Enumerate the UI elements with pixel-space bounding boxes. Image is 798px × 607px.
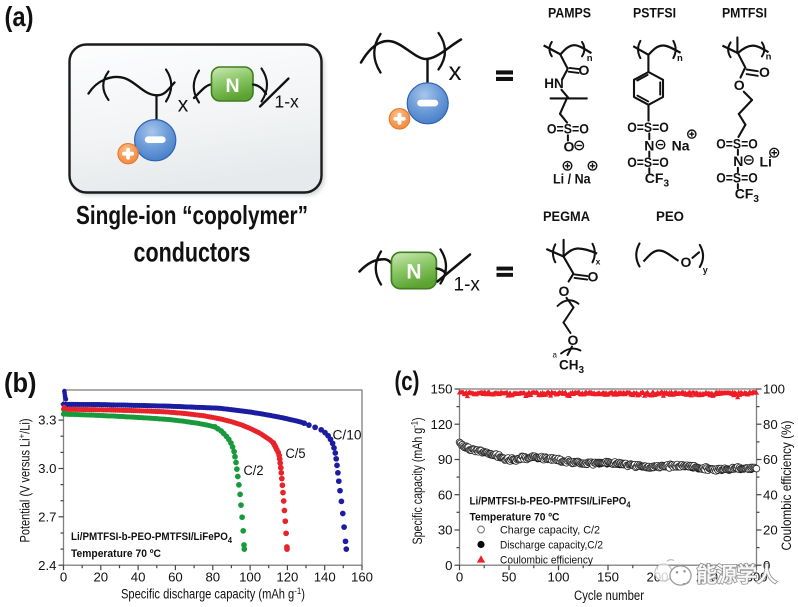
svg-text:Specific capacity (mAh g-1): Specific capacity (mAh g-1) [410, 418, 426, 545]
svg-text:250: 250 [696, 570, 718, 585]
svg-text:C/5: C/5 [286, 446, 306, 462]
svg-text:120: 120 [430, 417, 452, 432]
svg-text:2.4: 2.4 [38, 558, 56, 573]
svg-text:50: 50 [502, 570, 517, 585]
svg-text:300: 300 [745, 570, 767, 585]
svg-text:100: 100 [763, 382, 785, 397]
svg-text:O=S=O: O=S=O [627, 154, 669, 170]
svg-text:Coulombic efficiency: Coulombic efficiency [500, 555, 593, 567]
svg-text:Specific discharge capacity (m: Specific discharge capacity (mAh g-1) [121, 586, 305, 602]
svg-text:HN: HN [544, 76, 564, 91]
svg-text:0: 0 [763, 558, 770, 573]
svg-text:C/2: C/2 [244, 463, 264, 479]
svg-text:0: 0 [445, 558, 452, 573]
svg-text:Li: Li [759, 153, 771, 169]
svg-text:Charge capacity, C/2: Charge capacity, C/2 [500, 525, 600, 537]
svg-text:n: n [677, 53, 683, 64]
svg-text:3.3: 3.3 [38, 413, 56, 428]
svg-text:O: O [579, 62, 590, 78]
svg-text:120: 120 [276, 570, 298, 585]
svg-text:N: N [225, 75, 239, 97]
svg-text:n: n [766, 52, 772, 63]
svg-text:150: 150 [597, 570, 619, 585]
svg-text:PEGMA: PEGMA [543, 209, 590, 224]
svg-text:O=S=O: O=S=O [716, 135, 758, 151]
svg-text:O=S=O: O=S=O [627, 119, 669, 135]
svg-text:20: 20 [93, 570, 108, 585]
svg-text:PMTFSI: PMTFSI [722, 6, 767, 21]
svg-text:150: 150 [430, 382, 452, 397]
svg-text:40: 40 [131, 570, 146, 585]
svg-text:CH3: CH3 [559, 358, 585, 377]
svg-text:O: O [564, 138, 575, 154]
svg-text:Temperature 70 ºC: Temperature 70 ºC [470, 512, 560, 524]
svg-text:O: O [759, 64, 770, 80]
svg-text:60: 60 [763, 452, 778, 467]
svg-text:CF3: CF3 [645, 170, 670, 190]
svg-text:160: 160 [351, 570, 373, 585]
svg-text:Cycle number: Cycle number [574, 588, 644, 603]
svg-text:80: 80 [205, 570, 220, 585]
svg-text:a: a [553, 351, 558, 360]
svg-text:140: 140 [314, 570, 336, 585]
svg-text:90: 90 [438, 452, 453, 467]
svg-text:60: 60 [438, 487, 453, 502]
svg-text:(c): (c) [395, 366, 420, 396]
svg-text:Potential (V versus Li+/Li): Potential (V versus Li+/Li) [17, 419, 33, 543]
svg-text:0: 0 [60, 570, 67, 585]
svg-text:80: 80 [763, 417, 778, 432]
svg-text:O=S=O: O=S=O [716, 170, 758, 186]
svg-text:40: 40 [763, 487, 778, 502]
svg-text:(b): (b) [4, 367, 37, 398]
svg-text:3.0: 3.0 [38, 461, 56, 476]
svg-text:20: 20 [763, 523, 778, 538]
svg-text:N: N [406, 261, 421, 284]
svg-text:Li/PMTFSI-b-PEO-PMTFSI/LiFePO4: Li/PMTFSI-b-PEO-PMTFSI/LiFePO4 [71, 531, 232, 545]
svg-text:y: y [703, 265, 708, 275]
svg-text:1-x: 1-x [275, 92, 300, 112]
svg-text:Li/PMTFSI-b-PEO-PMTFSI/LiFePO4: Li/PMTFSI-b-PEO-PMTFSI/LiFePO4 [470, 496, 631, 510]
svg-text:60: 60 [168, 570, 183, 585]
svg-text:Temperature 70 ºC: Temperature 70 ºC [71, 548, 161, 560]
svg-text:能源学人: 能源学人 [697, 563, 778, 587]
svg-text:conductors: conductors [134, 237, 251, 268]
svg-text:Coulombic efficiency (%): Coulombic efficiency (%) [779, 421, 794, 551]
svg-text:x: x [178, 94, 189, 117]
svg-text:Single-ion “copolymer”: Single-ion “copolymer” [76, 200, 308, 230]
svg-text:O=S=O: O=S=O [547, 121, 589, 137]
svg-text:O: O [558, 283, 569, 299]
svg-text:PSTFSI: PSTFSI [633, 6, 676, 21]
svg-text:Na: Na [672, 137, 690, 153]
svg-text:O: O [588, 269, 599, 285]
svg-text:1-x: 1-x [454, 275, 481, 296]
svg-text:C/10: C/10 [333, 428, 362, 444]
svg-text:2.7: 2.7 [38, 509, 56, 524]
svg-text:100: 100 [239, 570, 261, 585]
svg-text:Li / Na: Li / Na [553, 170, 591, 186]
svg-text:O: O [568, 332, 579, 348]
svg-text:O: O [681, 254, 692, 270]
svg-text:x: x [596, 257, 601, 267]
svg-text:x: x [449, 56, 462, 86]
svg-text:30: 30 [438, 523, 453, 538]
svg-text:PAMPS: PAMPS [548, 6, 591, 21]
svg-text:O: O [734, 77, 745, 93]
svg-text:n: n [587, 53, 593, 64]
svg-text:Discharge capacity,C/2: Discharge capacity,C/2 [500, 540, 603, 552]
svg-text:N: N [644, 137, 654, 153]
svg-text:N: N [733, 153, 743, 169]
svg-text:PEO: PEO [656, 209, 684, 224]
svg-text:100: 100 [547, 570, 569, 585]
svg-text:(a): (a) [5, 1, 34, 32]
svg-text:0: 0 [456, 570, 463, 585]
svg-text:CF3: CF3 [735, 186, 760, 206]
